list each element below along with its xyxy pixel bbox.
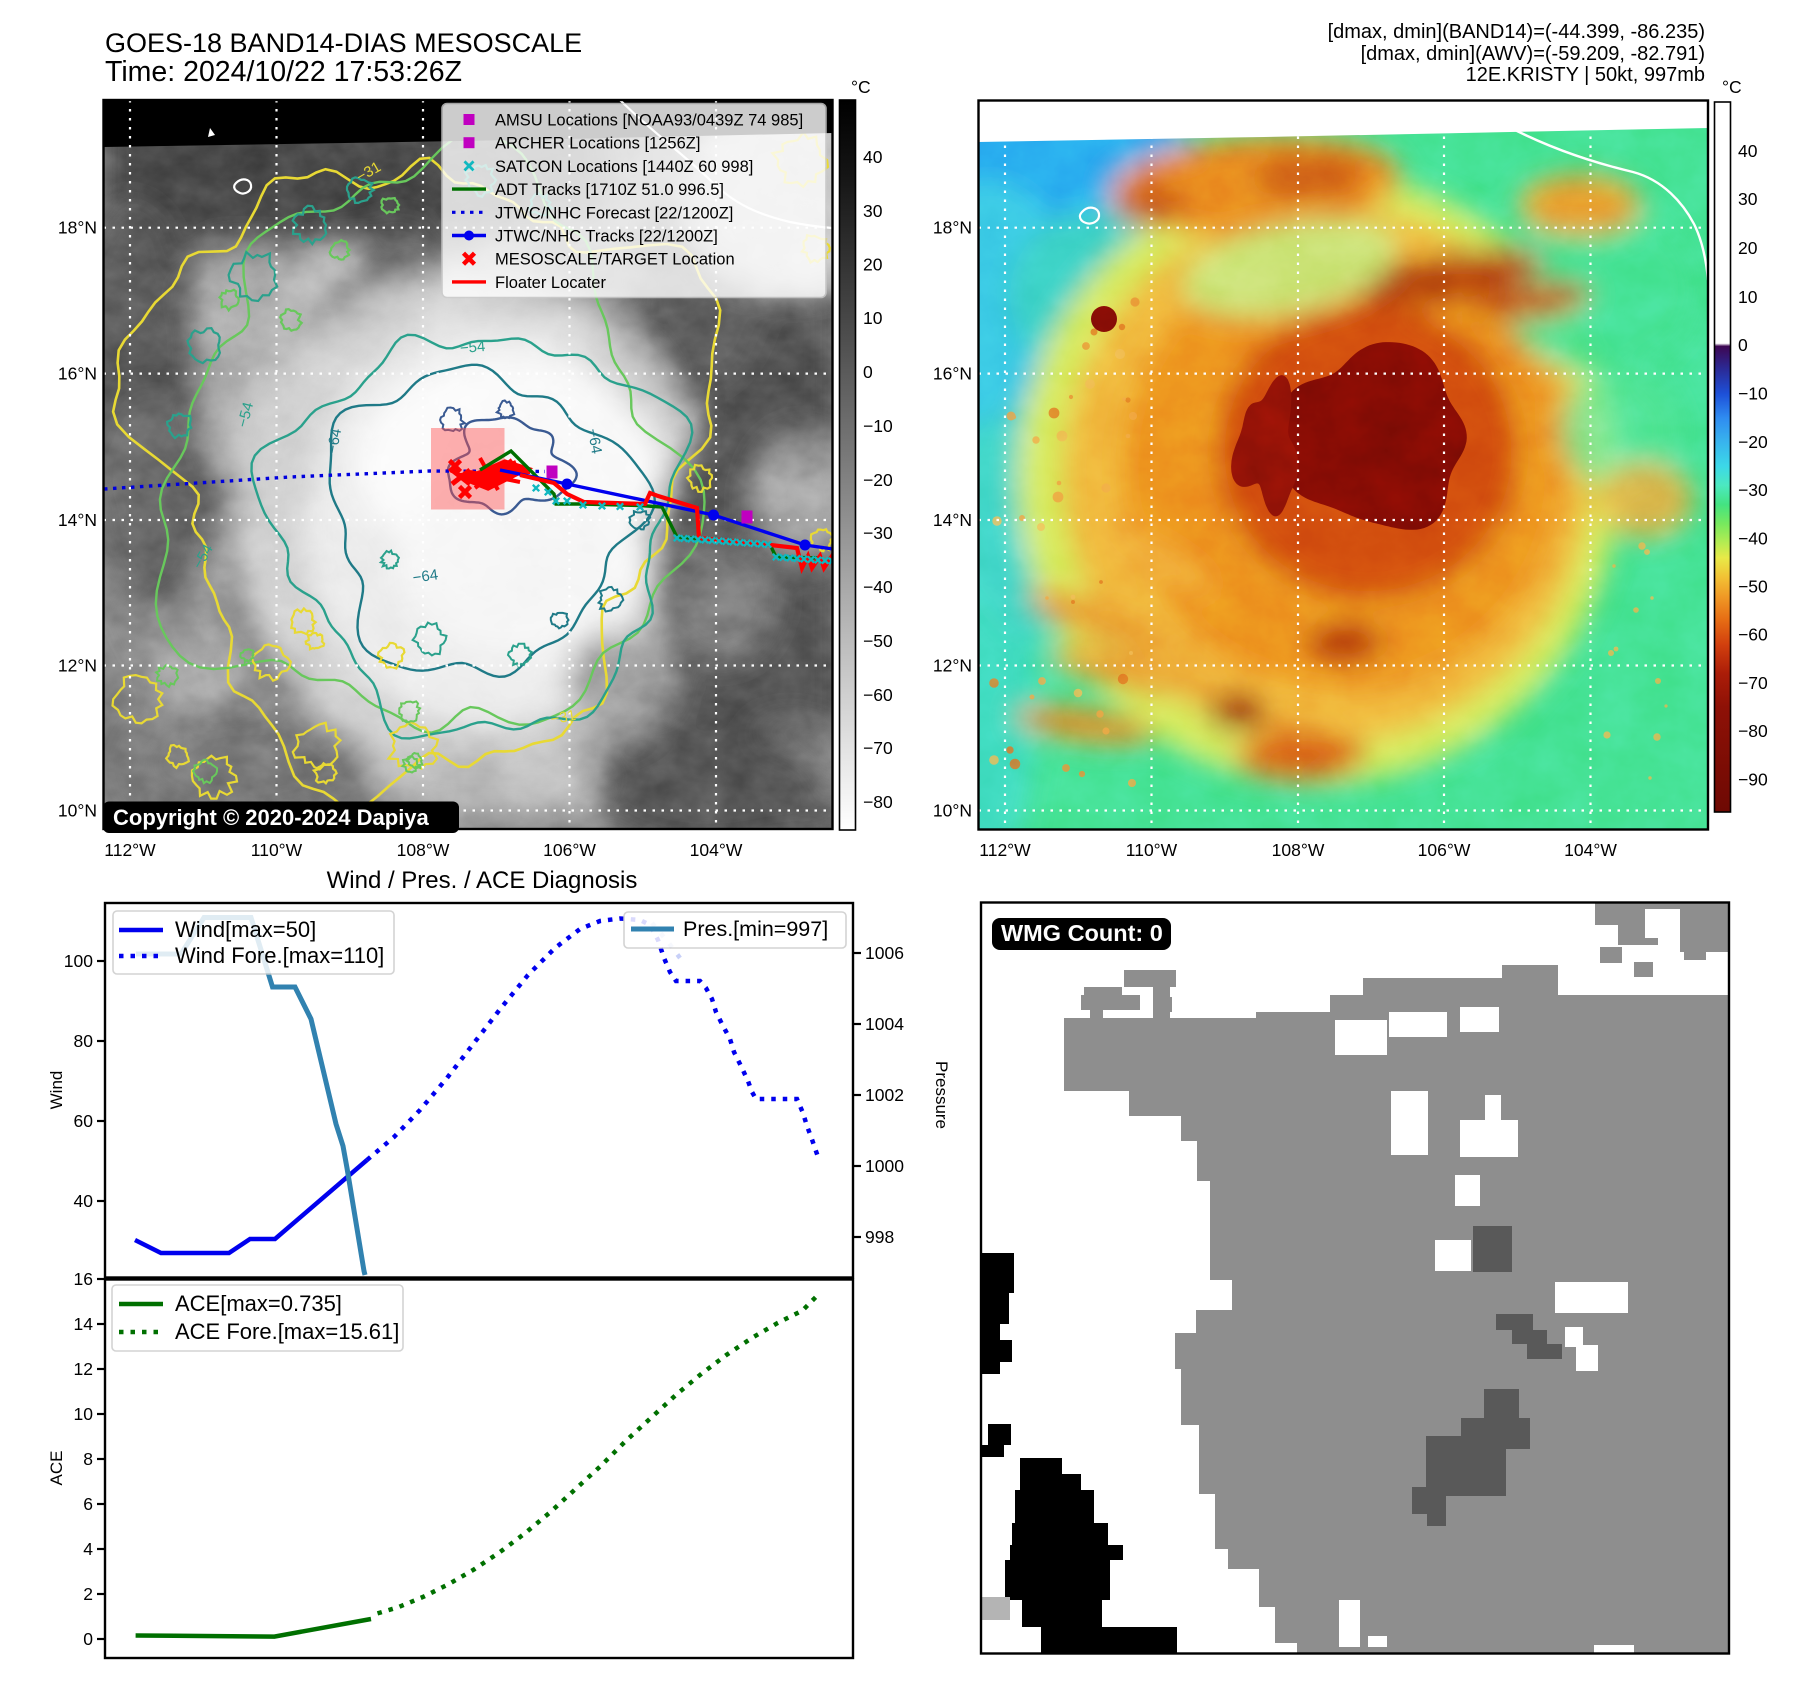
svg-text:−64: −64: [412, 566, 440, 586]
svg-text:MESOSCALE/TARGET Location: MESOSCALE/TARGET Location: [495, 251, 735, 269]
svg-text:−60: −60: [1738, 625, 1768, 645]
svg-text:−40: −40: [1738, 529, 1768, 549]
svg-text:12°N: 12°N: [58, 656, 97, 676]
svg-text:−54: −54: [459, 338, 486, 357]
svg-text:JTWC/NHC Tracks [22/1200Z]: JTWC/NHC Tracks [22/1200Z]: [495, 228, 718, 246]
svg-text:18°N: 18°N: [58, 218, 97, 238]
svg-text:SATCON Locations [1440Z 60 998: SATCON Locations [1440Z 60 998]: [495, 158, 753, 176]
svg-text:Floater Locater: Floater Locater: [495, 274, 606, 292]
svg-text:2: 2: [83, 1584, 93, 1604]
svg-text:60: 60: [74, 1111, 94, 1131]
svg-text:−10: −10: [863, 416, 893, 436]
svg-text:[dmax, dmin](BAND14)=(-44.399,: [dmax, dmin](BAND14)=(-44.399, -86.235): [1328, 21, 1705, 43]
svg-text:108°W: 108°W: [1272, 840, 1325, 860]
svg-text:20: 20: [1738, 238, 1758, 258]
svg-text:998: 998: [865, 1227, 894, 1247]
svg-text:112°W: 112°W: [104, 840, 156, 860]
svg-text:°C: °C: [1722, 77, 1742, 97]
svg-text:WMG Count: 0: WMG Count: 0: [1001, 920, 1163, 946]
svg-text:ARCHER Locations [1256Z]: ARCHER Locations [1256Z]: [495, 135, 700, 153]
svg-text:6: 6: [83, 1494, 93, 1514]
svg-text:106°W: 106°W: [1418, 840, 1471, 860]
svg-text:30: 30: [1738, 189, 1758, 209]
svg-text:−31: −31: [549, 707, 577, 728]
svg-text:−20: −20: [1738, 432, 1768, 452]
svg-text:Pres.[min=997]: Pres.[min=997]: [683, 917, 828, 941]
svg-text:−70: −70: [863, 738, 893, 758]
svg-text:20: 20: [863, 255, 883, 275]
svg-text:ADT Tracks [1710Z 51.0 996.5]: ADT Tracks [1710Z 51.0 996.5]: [495, 181, 724, 199]
svg-text:−30: −30: [863, 523, 893, 543]
svg-text:Wind Fore.[max=110]: Wind Fore.[max=110]: [175, 943, 384, 968]
svg-text:Pressure: Pressure: [932, 1061, 951, 1129]
svg-text:108°W: 108°W: [397, 840, 450, 860]
svg-text:112°W: 112°W: [979, 840, 1031, 860]
svg-text:104°W: 104°W: [1564, 840, 1617, 860]
svg-text:110°W: 110°W: [251, 840, 303, 860]
svg-text:−50: −50: [1738, 577, 1768, 597]
svg-text:JTWC/NHC Forecast [22/1200Z]: JTWC/NHC Forecast [22/1200Z]: [495, 204, 733, 222]
svg-text:AMSU Locations [NOAA93/0439Z 7: AMSU Locations [NOAA93/0439Z 74 985]: [495, 112, 803, 130]
svg-text:1004: 1004: [865, 1014, 904, 1034]
svg-text:10°N: 10°N: [58, 801, 97, 821]
svg-text:−64: −64: [584, 427, 605, 455]
svg-text:−90: −90: [1738, 770, 1768, 790]
svg-text:Time: 2024/10/22 17:53:26Z: Time: 2024/10/22 17:53:26Z: [105, 56, 462, 88]
svg-text:12E.KRISTY | 50kt, 997mb: 12E.KRISTY | 50kt, 997mb: [1466, 64, 1705, 86]
svg-text:104°W: 104°W: [690, 840, 743, 860]
svg-text:8: 8: [83, 1449, 93, 1469]
svg-text:14: 14: [74, 1314, 94, 1334]
svg-text:16°N: 16°N: [58, 364, 97, 384]
svg-text:0: 0: [1738, 335, 1748, 355]
svg-text:100: 100: [64, 951, 93, 971]
svg-text:1002: 1002: [865, 1085, 904, 1105]
svg-text:−54: −54: [234, 400, 257, 429]
svg-text:−60: −60: [863, 685, 893, 705]
svg-text:Wind: Wind: [47, 1071, 66, 1110]
svg-text:ACE[max=0.735]: ACE[max=0.735]: [175, 1291, 342, 1316]
svg-text:80: 80: [74, 1031, 94, 1051]
svg-text:12°N: 12°N: [933, 656, 972, 676]
svg-text:12: 12: [74, 1359, 93, 1379]
svg-text:110°W: 110°W: [1126, 840, 1178, 860]
svg-text:0: 0: [83, 1629, 93, 1649]
svg-text:−80: −80: [863, 792, 893, 812]
svg-text:−20: −20: [863, 470, 893, 490]
svg-text:−50: −50: [863, 631, 893, 651]
svg-text:10: 10: [863, 308, 883, 328]
svg-text:ACE: ACE: [47, 1451, 66, 1486]
svg-text:106°W: 106°W: [543, 840, 596, 860]
svg-text:40: 40: [863, 147, 883, 167]
svg-text:ACE Fore.[max=15.61]: ACE Fore.[max=15.61]: [175, 1319, 399, 1344]
svg-text:−30: −30: [1738, 480, 1768, 500]
svg-text:10°N: 10°N: [933, 801, 972, 821]
svg-text:0: 0: [863, 362, 873, 382]
svg-text:Wind / Pres. / ACE Diagnosis: Wind / Pres. / ACE Diagnosis: [327, 867, 638, 894]
svg-text:[dmax, dmin](AWV)=(-59.209, -8: [dmax, dmin](AWV)=(-59.209, -82.791): [1361, 43, 1705, 65]
svg-text:−40: −40: [863, 577, 893, 597]
svg-text:−80: −80: [1738, 721, 1768, 741]
svg-text:4: 4: [83, 1539, 93, 1559]
svg-text:30: 30: [863, 201, 883, 221]
svg-text:−10: −10: [1738, 384, 1768, 404]
svg-text:16°N: 16°N: [933, 364, 972, 384]
svg-text:−70: −70: [1738, 673, 1768, 693]
svg-text:40: 40: [74, 1191, 94, 1211]
svg-text:16: 16: [74, 1269, 93, 1289]
svg-text:14°N: 14°N: [58, 510, 97, 530]
svg-text:Copyright © 2020-2024 Dapiya: Copyright © 2020-2024 Dapiya: [113, 805, 430, 830]
svg-text:40: 40: [1738, 141, 1758, 161]
svg-text:1000: 1000: [865, 1156, 904, 1176]
svg-text:Wind[max=50]: Wind[max=50]: [175, 917, 316, 942]
svg-text:°C: °C: [851, 77, 871, 97]
svg-text:GOES-18 BAND14-DIAS MESOSCALE: GOES-18 BAND14-DIAS MESOSCALE: [105, 28, 582, 58]
svg-text:14°N: 14°N: [933, 510, 972, 530]
svg-text:10: 10: [74, 1404, 94, 1424]
svg-text:18°N: 18°N: [933, 218, 972, 238]
svg-text:1006: 1006: [865, 943, 904, 963]
svg-text:10: 10: [1738, 287, 1758, 307]
svg-text:−64: −64: [324, 427, 345, 455]
